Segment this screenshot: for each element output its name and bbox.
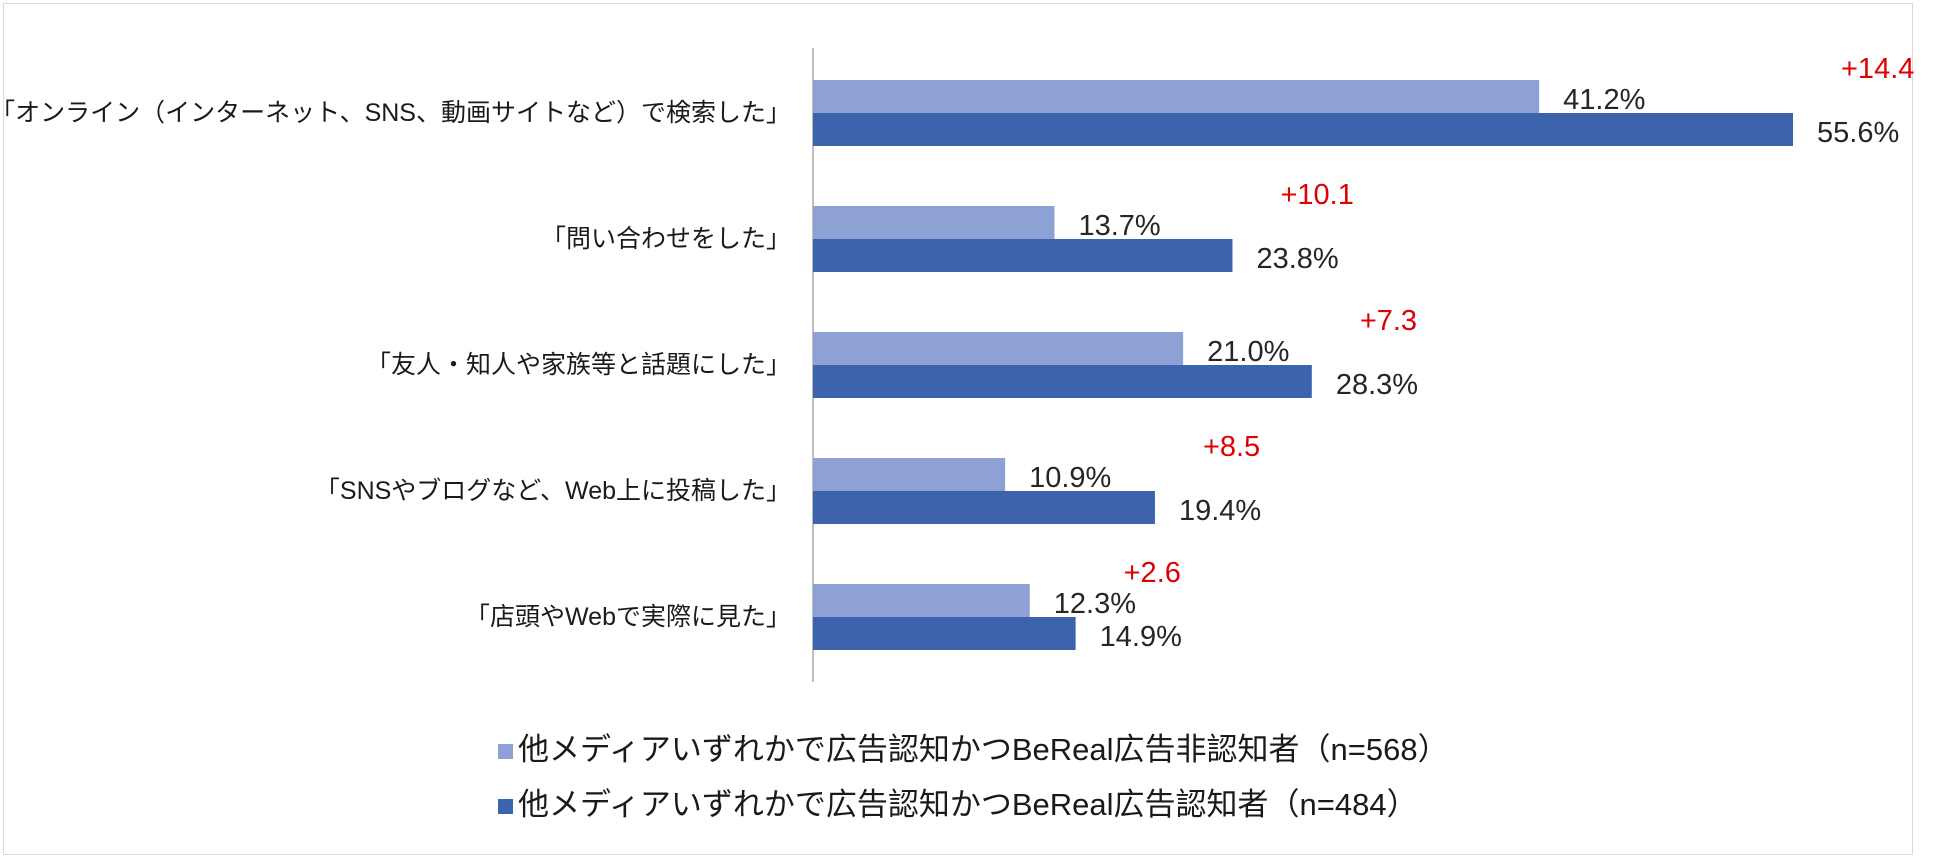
bar-non-aware [813, 80, 1540, 113]
bar-non-aware [813, 206, 1055, 239]
category-label: 「友人・知人や家族等と話題にした」 [366, 351, 791, 379]
difference-labels: +14.4 +10.1 +7.3 +8.5 +2.6 [1124, 53, 1915, 589]
value-label: 55.6% [1817, 117, 1899, 149]
legend: 他メディアいずれかで広告認知かつBeReal広告非認知者（n=568） 他メディア… [498, 732, 1449, 822]
category-label: 「問い合わせをした」 [541, 225, 791, 253]
bar-aware [813, 617, 1076, 650]
category-label: 「SNSやブログなど、Web上に投稿した」 [315, 477, 791, 505]
difference-label: +14.4 [1841, 53, 1914, 85]
difference-label: +10.1 [1280, 179, 1353, 211]
value-labels: 41.2% 55.6% 13.7% 23.8% 21.0% 28.3% 10.9% 19.4%… [1029, 84, 1899, 653]
bar-aware [813, 113, 1793, 146]
value-label: 10.9% [1029, 462, 1111, 494]
bars [813, 80, 1793, 650]
value-label: 13.7% [1078, 210, 1160, 242]
bar-non-aware [813, 332, 1184, 365]
bar-non-aware [813, 584, 1030, 617]
value-label: 12.3% [1054, 588, 1136, 620]
value-label: 23.8% [1256, 243, 1338, 275]
category-label: 「店頭やWebで実際に見た」 [465, 603, 791, 631]
legend-entry: 他メディアいずれかで広告認知かつBeReal広告認知者（n=484） [518, 787, 1418, 822]
legend-swatch [498, 799, 513, 814]
bar-aware [813, 491, 1155, 524]
value-label: 28.3% [1336, 369, 1418, 401]
value-label: 21.0% [1207, 336, 1289, 368]
difference-label: +2.6 [1124, 557, 1181, 589]
value-label: 14.9% [1100, 621, 1182, 653]
value-label: 19.4% [1179, 495, 1261, 527]
legend-entry: 他メディアいずれかで広告認知かつBeReal広告非認知者（n=568） [518, 732, 1449, 767]
difference-label: +8.5 [1203, 431, 1260, 463]
category-label: 「オンライン（インターネット、SNS、動画サイトなど）で検索した」 [0, 99, 791, 127]
bar-non-aware [813, 458, 1006, 491]
category-labels: 「オンライン（インターネット、SNS、動画サイトなど）で検索した」「問い合わせを… [0, 99, 791, 631]
value-label: 41.2% [1563, 84, 1645, 116]
difference-label: +7.3 [1360, 305, 1417, 337]
bar-aware [813, 365, 1312, 398]
bar-aware [813, 239, 1233, 272]
legend-swatch [498, 744, 513, 759]
